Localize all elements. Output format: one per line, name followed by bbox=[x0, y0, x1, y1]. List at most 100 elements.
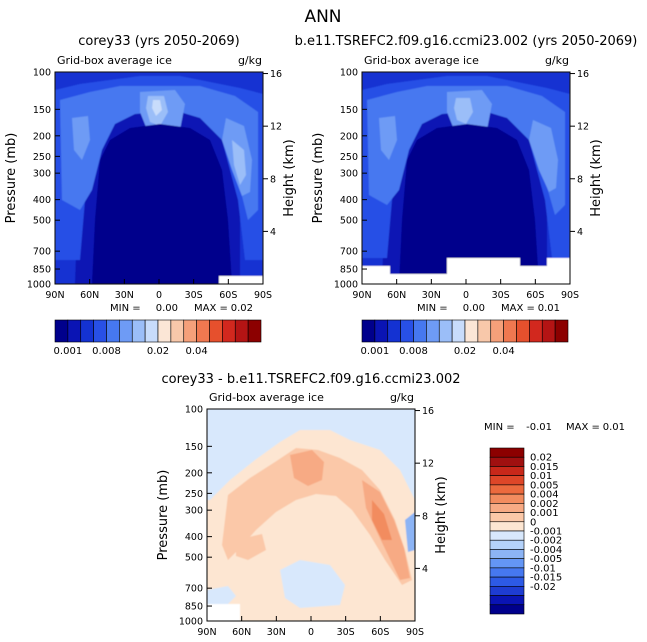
colorbar-swatch bbox=[489, 512, 525, 523]
x-tick-label: 60S bbox=[526, 290, 544, 301]
colorbar-swatch bbox=[131, 319, 146, 343]
stats-min-label: MIN = bbox=[484, 422, 515, 433]
panel-subtitle-left: Grid-box average ice bbox=[209, 391, 324, 404]
panel-subtitle-right: g/kg bbox=[390, 391, 414, 404]
y-right-tick-label: 8 bbox=[422, 511, 428, 522]
colorbar-swatch bbox=[464, 319, 479, 343]
colorbar-swatch bbox=[529, 319, 543, 343]
stats-top-left: MIN = 0.00 MAX = 0.02 bbox=[110, 303, 253, 314]
colorbar-label: 0.001 bbox=[361, 346, 390, 357]
y-right-tick-label: 16 bbox=[577, 69, 589, 80]
colorbar-vertical: 0.020.0150.010.0050.0040.0020.0010-0.001… bbox=[489, 447, 562, 615]
colorbar-swatch bbox=[477, 319, 492, 343]
colorbar-swatch bbox=[93, 319, 107, 343]
panel-subtitle-left: Grid-box average ice bbox=[57, 54, 172, 67]
colorbar-label: -0.02 bbox=[530, 582, 556, 593]
contour-field bbox=[207, 409, 415, 621]
y-tick-label: 150 bbox=[340, 105, 358, 116]
colorbar-label: 0.04 bbox=[492, 346, 514, 357]
colorbar-swatch bbox=[413, 319, 427, 343]
x-tick-label: 60N bbox=[80, 290, 99, 301]
colorbar-swatch bbox=[426, 319, 440, 343]
colorbar-label: 0.015 bbox=[530, 462, 559, 473]
colorbar-swatch bbox=[451, 319, 466, 343]
colorbar-label: 0.02 bbox=[147, 346, 169, 357]
colorbar-swatch bbox=[183, 319, 197, 343]
colorbar-swatch bbox=[489, 549, 525, 559]
colorbar-label: -0.004 bbox=[530, 545, 562, 556]
y-tick-label: 150 bbox=[33, 105, 51, 116]
colorbar-swatch bbox=[234, 319, 249, 343]
axes: 90N 60N 30N 0 30S 60S 90S 100 150 200 250 300 400 500… bbox=[156, 405, 449, 639]
y-tick-label: 100 bbox=[340, 68, 358, 79]
x-tick-label: 60S bbox=[371, 627, 389, 638]
colorbar-swatch bbox=[196, 319, 210, 343]
y-right-tick-label: 16 bbox=[422, 406, 434, 417]
panel-top-right: b.e11.TSREFC2.f09.g16.ccmi23.002 (yrs 20… bbox=[295, 34, 638, 301]
colorbar-label: 0.001 bbox=[54, 346, 83, 357]
y-tick-label: 700 bbox=[340, 247, 358, 258]
colorbar-swatch bbox=[489, 503, 525, 513]
contour-field bbox=[362, 72, 570, 284]
colorbar-swatch bbox=[489, 484, 525, 495]
stats-min-value: -0.01 bbox=[526, 422, 552, 433]
x-tick-label: 90S bbox=[561, 290, 579, 301]
stats-max-label: MAX = bbox=[194, 303, 228, 314]
stats-min-value: 0.00 bbox=[156, 303, 178, 314]
colorbar-swatch bbox=[247, 319, 262, 343]
y-tick-label: 100 bbox=[185, 405, 203, 416]
colorbar-swatch bbox=[490, 319, 504, 343]
x-tick-label: 60N bbox=[387, 290, 406, 301]
panel-subtitle-right: g/kg bbox=[238, 54, 262, 67]
x-tick-label: 0 bbox=[463, 290, 469, 301]
y-right-tick-label: 12 bbox=[270, 122, 282, 133]
colorbar-swatch bbox=[361, 319, 376, 343]
y-tick-label: 500 bbox=[185, 553, 203, 564]
y-tick-label: 400 bbox=[185, 532, 203, 543]
y-tick-label: 200 bbox=[33, 131, 51, 142]
axes: 90N 60N 30N 0 30S 60S 90S 100 150 200 250 300 400 500… bbox=[4, 68, 297, 302]
colorbar-swatch bbox=[157, 319, 172, 343]
y-tick-label: 250 bbox=[340, 152, 358, 163]
x-tick-label: 60N bbox=[232, 627, 251, 638]
colorbar-swatch bbox=[374, 319, 389, 343]
y-tick-label: 700 bbox=[185, 584, 203, 595]
colorbar-label: 0.01 bbox=[530, 471, 552, 482]
colorbar-swatch bbox=[489, 475, 525, 486]
panel-title: b.e11.TSREFC2.f09.g16.ccmi23.002 (yrs 20… bbox=[295, 34, 638, 49]
x-tick-label: 90N bbox=[45, 290, 64, 301]
y-tick-label: 100 bbox=[33, 68, 51, 79]
colorbar-swatch bbox=[489, 493, 525, 504]
x-tick-label: 30N bbox=[267, 627, 286, 638]
y-tick-label: 300 bbox=[33, 169, 51, 180]
panel-bottom: corey33 - b.e11.TSREFC2.f09.g16.ccmi23.0… bbox=[156, 372, 625, 638]
colorbar-top-right: 0.001 0.008 0.02 0.04 bbox=[361, 319, 569, 357]
stats: MIN = -0.01 MAX = 0.01 bbox=[484, 422, 625, 433]
colorbar-swatch bbox=[489, 447, 525, 458]
colorbar-label: -0.015 bbox=[530, 573, 562, 584]
colorbar-label: 0.008 bbox=[92, 346, 121, 357]
colorbar-swatch bbox=[489, 539, 525, 550]
y-tick-label: 200 bbox=[185, 468, 203, 479]
x-tick-label: 60S bbox=[219, 290, 237, 301]
stats-min-label: MIN = bbox=[417, 303, 448, 314]
colorbar-label: 0.004 bbox=[530, 490, 559, 501]
colorbar-label: 0.008 bbox=[399, 346, 428, 357]
y-axis-label: Pressure (mb) bbox=[311, 133, 326, 224]
y-right-tick-label: 12 bbox=[577, 122, 589, 133]
y-tick-label: 400 bbox=[340, 195, 358, 206]
colorbar-label: 0 bbox=[530, 517, 536, 528]
y-tick-label: 200 bbox=[340, 131, 358, 142]
y-axis-label: Pressure (mb) bbox=[4, 133, 19, 224]
colorbar-swatch bbox=[516, 319, 530, 343]
colorbar-swatch bbox=[80, 319, 94, 343]
y-right-axis-label: Height (km) bbox=[589, 139, 604, 216]
x-tick-label: 90N bbox=[352, 290, 371, 301]
stats-min-value: 0.00 bbox=[463, 303, 485, 314]
y-right-axis-label: Height (km) bbox=[434, 476, 449, 553]
colorbar-swatch bbox=[503, 319, 517, 343]
colorbar-swatch bbox=[222, 319, 236, 343]
y-tick-label: 850 bbox=[340, 265, 358, 276]
colorbar-swatch bbox=[489, 604, 525, 615]
